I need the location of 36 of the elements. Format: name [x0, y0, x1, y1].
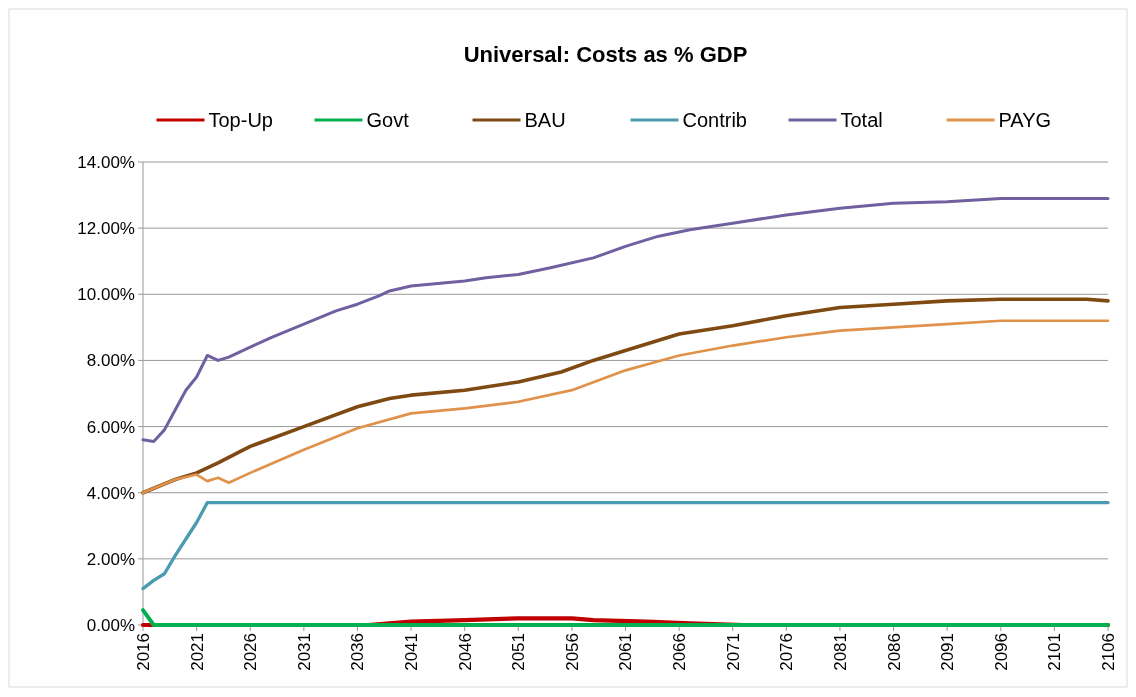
x-tick-label: 2036	[348, 633, 368, 671]
y-tick-label: 6.00%	[86, 417, 135, 437]
legend-label: BAU	[524, 109, 566, 131]
x-tick-label: 2096	[991, 633, 1011, 671]
x-tick-label: 2101	[1045, 633, 1065, 671]
x-tick-label: 2091	[938, 633, 958, 671]
x-tick-label: 2016	[133, 633, 153, 671]
line-series	[141, 196, 1110, 443]
x-tick-label: 2056	[562, 633, 582, 671]
legend-label: Total	[840, 109, 883, 131]
x-tick-label: 2081	[830, 633, 850, 671]
x-tick-label: 2066	[670, 633, 690, 671]
x-tick-label: 2046	[455, 633, 475, 671]
y-tick-label: 2.00%	[86, 549, 135, 569]
x-tick-label: 2086	[884, 633, 904, 671]
legend-label: Govt	[366, 109, 410, 131]
x-tick-label: 2041	[402, 633, 422, 671]
x-tick-label: 2031	[294, 633, 314, 671]
x-tick-label: 2071	[723, 633, 743, 671]
x-tick-label: 2026	[241, 633, 261, 671]
chart-title: Universal: Costs as % GDP	[463, 42, 748, 67]
y-tick-label: 10.00%	[77, 285, 135, 305]
legend-label: PAYG	[998, 109, 1052, 131]
y-tick-label: 12.00%	[77, 219, 135, 239]
legend-label: Top-Up	[208, 109, 273, 131]
legend-label: Contrib	[682, 109, 747, 131]
y-tick-label: 8.00%	[86, 351, 135, 371]
y-tick-label: 4.00%	[86, 483, 135, 503]
y-tick-label: 14.00%	[77, 152, 135, 172]
y-tick-label: 0.00%	[86, 615, 135, 635]
x-tick-label: 2106	[1098, 633, 1118, 671]
x-tick-label: 2051	[509, 633, 529, 671]
x-tick-label: 2021	[187, 633, 207, 671]
x-tick-label: 2076	[777, 633, 797, 671]
x-tick-label: 2061	[616, 633, 636, 671]
line-series	[141, 500, 1110, 591]
